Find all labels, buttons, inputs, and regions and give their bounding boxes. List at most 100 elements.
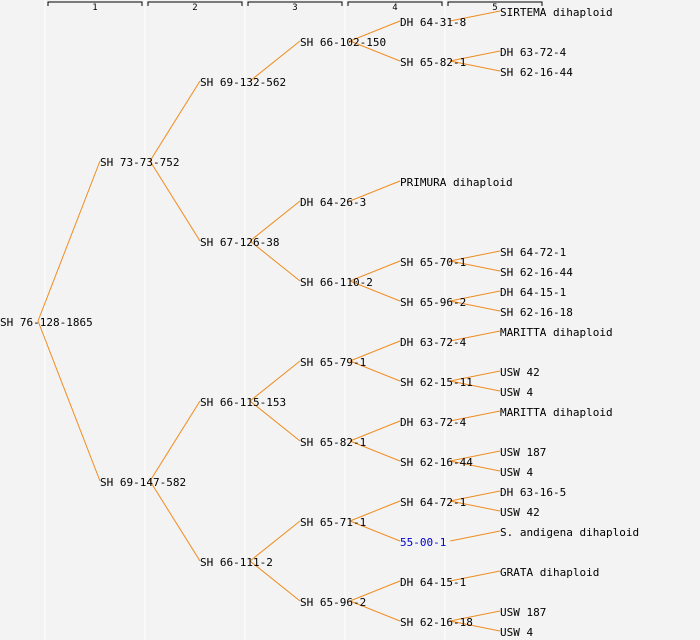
pedigree-edge (449, 290, 501, 302)
pedigree-edge (249, 40, 301, 82)
pedigree-node: SH 62-16-44 (500, 266, 573, 279)
pedigree-node: DH 64-31-8 (400, 16, 466, 29)
pedigree-node: SH 64-72-1 (400, 496, 466, 509)
column-bracket (247, 1, 343, 6)
pedigree-node: USW 42 (500, 506, 540, 519)
pedigree-edge (449, 300, 501, 312)
pedigree-edge (37, 160, 101, 322)
pedigree-node: S. andigena dihaploid (500, 526, 639, 539)
pedigree-node: SH 66-102-150 (300, 36, 386, 49)
pedigree-edge (249, 200, 301, 242)
pedigree-edge (249, 240, 301, 282)
column-header: 1 (92, 3, 97, 13)
column-header: 5 (492, 3, 497, 13)
pedigree-edge (349, 600, 401, 622)
pedigree-node: SH 76-128-1865 (0, 316, 93, 329)
column-bracket (447, 1, 543, 6)
pedigree-edge (449, 250, 501, 262)
pedigree-edge (249, 400, 301, 442)
pedigree-node: SH 66-115-153 (200, 396, 286, 409)
pedigree-edge (349, 20, 401, 42)
pedigree-edge (449, 10, 501, 22)
column-bracket (147, 1, 243, 6)
pedigree-node: SH 65-82-1 (400, 56, 466, 69)
pedigree-node: USW 42 (500, 366, 540, 379)
pedigree-node: DH 63-72-4 (400, 336, 467, 349)
pedigree-edge (349, 580, 401, 602)
pedigree-edge (249, 520, 301, 562)
pedigree-node: SH 65-71-1 (300, 516, 366, 529)
pedigree-node: SH 65-70-1 (400, 256, 466, 269)
pedigree-edge (149, 160, 201, 242)
pedigree-edge (450, 530, 501, 542)
pedigree-node: SH 65-82-1 (300, 436, 366, 449)
pedigree-edge (449, 460, 501, 472)
pedigree-edge (349, 440, 401, 462)
pedigree-edge (449, 450, 501, 462)
pedigree-node: SH 62-16-18 (500, 306, 573, 319)
pedigree-edge (349, 420, 401, 442)
pedigree-node: DH 63-16-5 (500, 486, 566, 499)
pedigree-edge (449, 60, 501, 72)
pedigree-node: SH 62-15-11 (400, 376, 473, 389)
pedigree-edge (449, 370, 501, 382)
pedigree-edge (149, 80, 201, 162)
pedigree-node: DH 64-15-1 (400, 576, 466, 589)
column-bracket (47, 1, 143, 6)
pedigree-edge (349, 520, 401, 542)
pedigree-node: USW 4 (500, 626, 533, 639)
pedigree-edge (249, 560, 301, 602)
pedigree-node: SH 65-96-2 (400, 296, 466, 309)
pedigree-node: SIRTEMA dihaploid (500, 6, 613, 19)
pedigree-edge (349, 260, 401, 282)
pedigree-node: SH 65-79-1 (300, 356, 366, 369)
pedigree-edge (149, 480, 201, 562)
pedigree-edge (449, 50, 501, 62)
pedigree-node: SH 64-72-1 (500, 246, 566, 259)
pedigree-node: SH 62-16-18 (400, 616, 473, 629)
column-header: 2 (192, 3, 197, 13)
pedigree-node: USW 187 (500, 446, 546, 459)
pedigree-node: SH 66-110-2 (300, 276, 373, 289)
column-header: 3 (292, 3, 297, 13)
pedigree-edge (449, 330, 501, 342)
pedigree-node: PRIMURA dihaploid (400, 176, 513, 189)
pedigree-edge (349, 280, 401, 302)
pedigree-node: USW 187 (500, 606, 546, 619)
pedigree-edge (149, 400, 201, 482)
pedigree-node: SH 67-126-38 (200, 236, 279, 249)
column-bracket (347, 1, 443, 6)
pedigree-node: GRATA dihaploid (500, 566, 599, 579)
pedigree-node: SH 69-147-582 (100, 476, 186, 489)
pedigree-node: SH 62-16-44 (500, 66, 573, 79)
pedigree-edge (449, 380, 501, 392)
pedigree-node: SH 62-16-44 (400, 456, 473, 469)
column-header: 4 (392, 3, 397, 13)
pedigree-node: USW 4 (500, 466, 533, 479)
pedigree-edge (449, 610, 501, 622)
pedigree-edge (449, 500, 501, 512)
pedigree-node: DH 63-72-4 (500, 46, 567, 59)
pedigree-edge (449, 570, 501, 582)
pedigree-edge (349, 360, 401, 382)
pedigree-node: SH 73-73-752 (100, 156, 179, 169)
pedigree-edge (449, 260, 501, 272)
pedigree-node: USW 4 (500, 386, 533, 399)
pedigree-edge (37, 320, 101, 482)
pedigree-edge (349, 40, 401, 62)
pedigree-node: DH 64-26-3 (300, 196, 366, 209)
pedigree-node: SH 65-96-2 (300, 596, 366, 609)
pedigree-node-link[interactable]: 55-00-1 (400, 536, 446, 549)
pedigree-node: SH 69-132-562 (200, 76, 286, 89)
pedigree-edge (449, 620, 501, 632)
pedigree-edge (349, 500, 401, 522)
pedigree-edge (349, 180, 401, 202)
pedigree-node: DH 63-72-4 (400, 416, 467, 429)
pedigree-node: DH 64-15-1 (500, 286, 566, 299)
pedigree-edge (449, 490, 501, 502)
pedigree-node: MARITTA dihaploid (500, 326, 613, 339)
pedigree-edge (449, 410, 501, 422)
pedigree-edge (249, 360, 301, 402)
pedigree-edge (349, 340, 401, 362)
